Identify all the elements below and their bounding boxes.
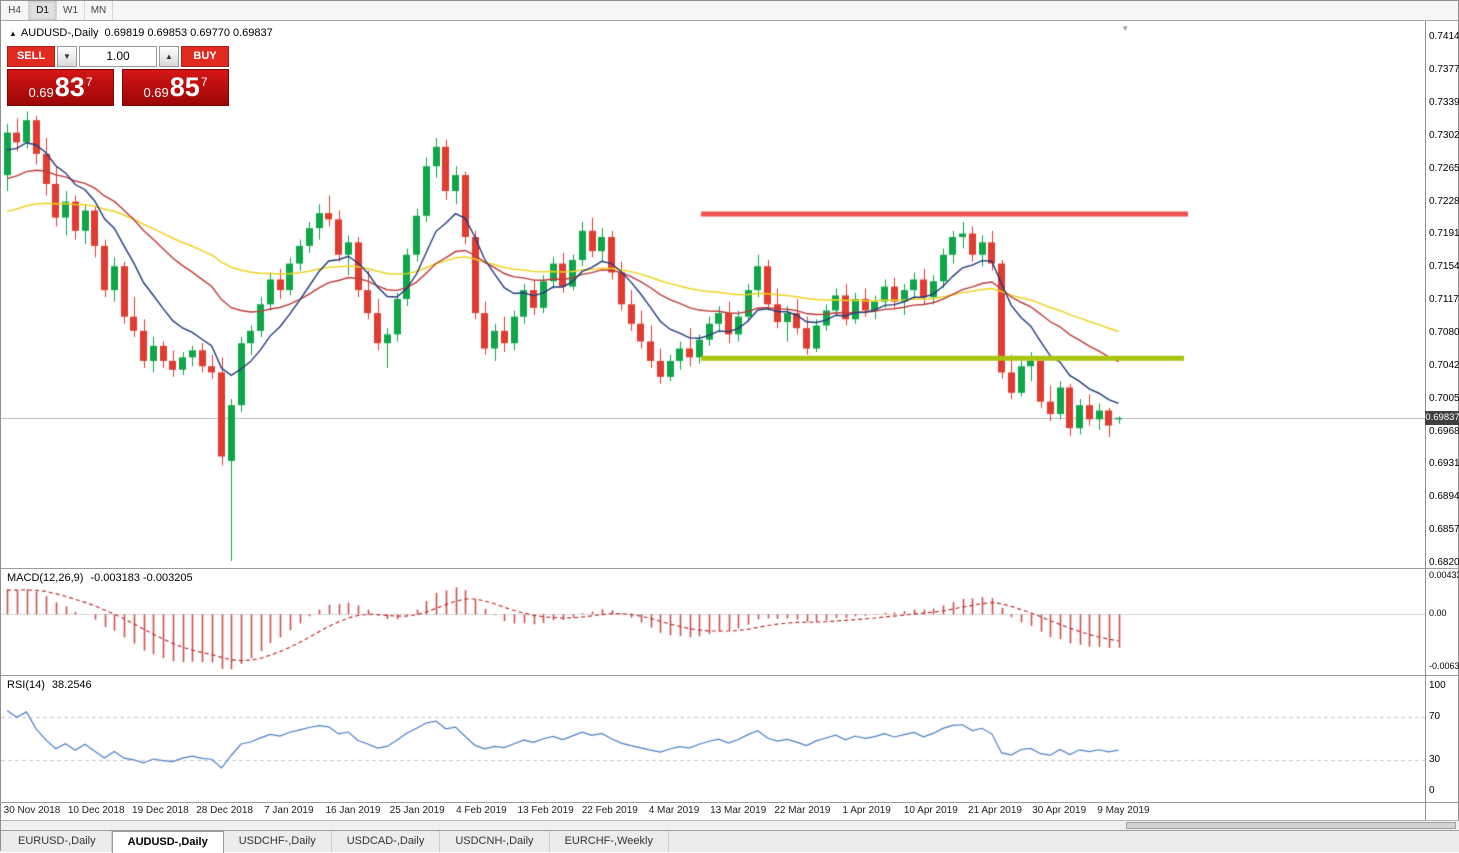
sell-button[interactable]: SELL bbox=[7, 46, 55, 67]
tab-usdchf-daily[interactable]: USDCHF-,Daily bbox=[224, 831, 332, 852]
chart-shift-marker-icon[interactable]: ▾ bbox=[1123, 23, 1128, 33]
tab-usdcad-daily[interactable]: USDCAD-,Daily bbox=[332, 831, 441, 852]
date-label: 30 Nov 2018 bbox=[3, 805, 61, 816]
date-label: 30 Apr 2019 bbox=[1032, 805, 1087, 816]
rsi-value: 38.2546 bbox=[51, 679, 92, 691]
volume-decrease-button[interactable]: ▼ bbox=[57, 46, 77, 67]
buy-price-big: 85 bbox=[169, 72, 200, 102]
collapse-trade-panel-icon[interactable]: ▲ bbox=[9, 29, 17, 38]
current-price-tag: 0.69837 bbox=[1425, 411, 1459, 425]
buy-price-pip: 7 bbox=[200, 74, 208, 89]
axis-label: -0.006371 bbox=[1429, 661, 1459, 671]
date-label: 13 Mar 2019 bbox=[710, 805, 767, 816]
date-label: 21 Apr 2019 bbox=[968, 805, 1022, 816]
date-label: 4 Feb 2019 bbox=[456, 805, 507, 816]
axis-label: 0 bbox=[1429, 785, 1435, 796]
tab-usdcnh-daily[interactable]: USDCNH-,Daily bbox=[440, 831, 550, 852]
chart-header: ▲ AUDUSD-,Daily 0.69819 0.69853 0.69770 0.… bbox=[9, 27, 273, 39]
date-label: 1 Apr 2019 bbox=[842, 805, 891, 816]
date-label: 22 Mar 2019 bbox=[774, 805, 831, 816]
sell-price-big: 83 bbox=[54, 72, 85, 102]
macd-label: MACD(12,26,9) -0.003183 -0.003205 bbox=[7, 572, 193, 584]
date-label: 10 Apr 2019 bbox=[903, 805, 958, 816]
chart-scrollbar[interactable] bbox=[1, 820, 1459, 830]
down-arrow-icon: ▼ bbox=[63, 52, 71, 61]
up-arrow-icon: ▲ bbox=[165, 52, 173, 61]
axis-label: 100 bbox=[1429, 680, 1446, 691]
timeframe-d1-button[interactable]: D1 bbox=[29, 1, 57, 20]
buy-price-prefix: 0.69 bbox=[143, 84, 169, 100]
sell-price-prefix: 0.69 bbox=[28, 84, 54, 100]
macd-title: MACD(12,26,9) bbox=[7, 572, 84, 584]
tab-eurusd-daily[interactable]: EURUSD-,Daily bbox=[3, 831, 112, 852]
buy-button[interactable]: BUY bbox=[181, 46, 229, 67]
buy-price-display[interactable]: 0.69 85 7 bbox=[122, 69, 229, 106]
date-label: 7 Jan 2019 bbox=[264, 805, 314, 816]
date-label: 13 Feb 2019 bbox=[517, 805, 574, 816]
scrollbar-thumb[interactable] bbox=[1126, 822, 1456, 829]
axis-label: 0.004331 bbox=[1429, 570, 1459, 580]
rsi-title: RSI(14) bbox=[7, 679, 45, 691]
symbol-title: AUDUSD-,Daily bbox=[20, 27, 99, 39]
date-label: 4 Mar 2019 bbox=[648, 805, 700, 816]
axis-label: 0.00 bbox=[1429, 608, 1447, 618]
main-chart-canvas[interactable] bbox=[1, 22, 1425, 568]
axis-label: 70 bbox=[1429, 711, 1441, 722]
panel-separator bbox=[1, 802, 1459, 803]
time-axis: 30 Nov 2018 10 Dec 2018 19 Dec 2018 28 Dec … bbox=[1, 802, 1425, 820]
macd-values: -0.003183 -0.003205 bbox=[90, 572, 193, 584]
axis-label: 30 bbox=[1429, 754, 1441, 765]
one-click-trading-panel: SELL ▼ 1.00 ▲ BUY 0.69 83 7 0.69 85 7 bbox=[7, 46, 229, 106]
ohlc-values: 0.69819 0.69853 0.69770 0.69837 bbox=[104, 27, 273, 39]
macd-indicator-canvas[interactable] bbox=[1, 568, 1425, 675]
date-label: 9 May 2019 bbox=[1097, 805, 1150, 816]
rsi-label: RSI(14) 38.2546 bbox=[7, 679, 92, 691]
timeframe-mn-button[interactable]: MN bbox=[85, 1, 113, 20]
date-label: 25 Jan 2019 bbox=[389, 805, 445, 816]
tab-eurchf-weekly[interactable]: EURCHF-,Weekly bbox=[550, 831, 669, 852]
sell-price-pip: 7 bbox=[85, 74, 93, 89]
volume-input[interactable]: 1.00 bbox=[79, 46, 157, 67]
panel-separator[interactable] bbox=[1, 568, 1459, 569]
volume-increase-button[interactable]: ▲ bbox=[159, 46, 179, 67]
timeframe-toolbar: H4 D1 W1 MN bbox=[1, 1, 1458, 21]
timeframe-w1-button[interactable]: W1 bbox=[57, 1, 85, 20]
date-label: 28 Dec 2018 bbox=[196, 805, 253, 816]
panel-separator[interactable] bbox=[1, 675, 1459, 676]
tab-audusd-daily[interactable]: AUDUSD-,Daily bbox=[111, 831, 224, 853]
rsi-indicator-canvas[interactable] bbox=[1, 675, 1425, 802]
date-label: 10 Dec 2018 bbox=[67, 805, 125, 816]
timeframe-h4-button[interactable]: H4 bbox=[1, 1, 29, 20]
sell-price-display[interactable]: 0.69 83 7 bbox=[7, 69, 114, 106]
date-label: 16 Jan 2019 bbox=[325, 805, 381, 816]
date-label: 22 Feb 2019 bbox=[581, 805, 638, 816]
date-label: 19 Dec 2018 bbox=[132, 805, 189, 816]
chart-tab-bar: EURUSD-,Daily AUDUSD-,Daily USDCHF-,Dail… bbox=[1, 830, 1459, 853]
